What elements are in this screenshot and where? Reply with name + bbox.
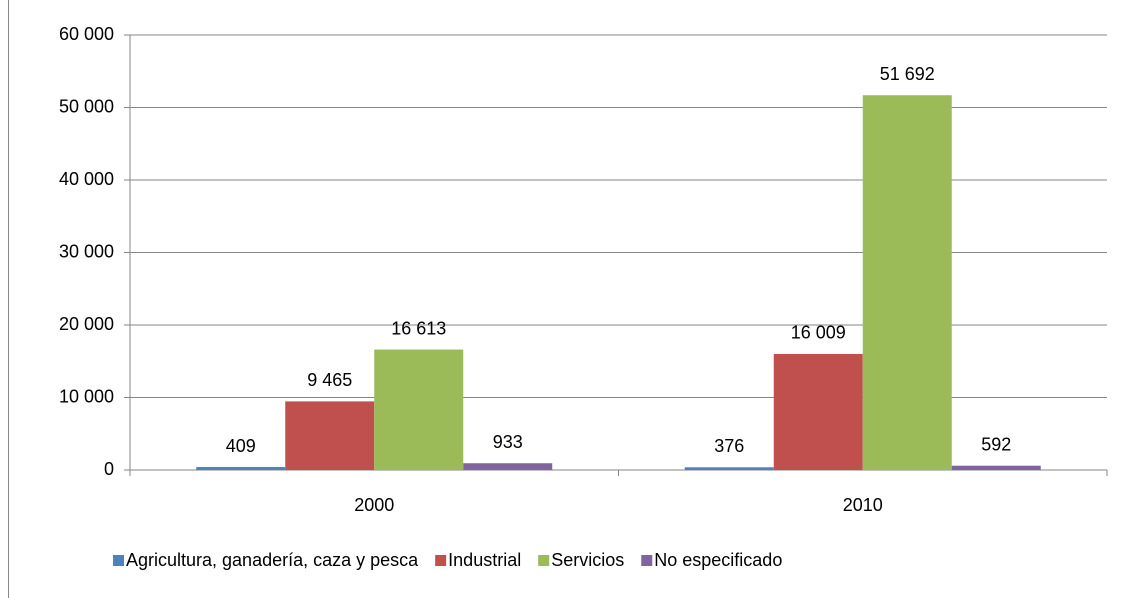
legend-label: Servicios <box>551 550 624 570</box>
chart-frame <box>8 0 9 598</box>
bar <box>285 401 375 470</box>
bar <box>374 349 464 470</box>
legend-swatch <box>538 555 550 566</box>
legend-swatch <box>435 555 447 566</box>
bar <box>773 353 863 470</box>
legend-label: Industrial <box>448 550 521 570</box>
bar <box>196 467 286 470</box>
value-label: 592 <box>981 434 1011 454</box>
legend-swatch <box>113 555 124 566</box>
value-label: 9 465 <box>307 370 352 390</box>
x-tick-label: 2000 <box>354 495 394 515</box>
legend-label: Agricultura, ganadería, caza y pesca <box>126 550 419 570</box>
value-label: 376 <box>714 436 744 456</box>
legend-label: No especificado <box>654 550 782 570</box>
y-tick-label: 40 000 <box>59 169 114 189</box>
y-tick-label: 30 000 <box>59 241 114 261</box>
y-tick-label: 0 <box>104 459 114 479</box>
bar <box>684 467 774 470</box>
bar <box>463 463 553 470</box>
value-label: 16 613 <box>391 318 446 338</box>
y-tick-label: 60 000 <box>59 24 114 44</box>
bar <box>862 95 952 470</box>
value-label: 16 009 <box>791 323 846 343</box>
legend-swatch <box>641 555 653 566</box>
bar <box>951 465 1041 470</box>
value-label: 409 <box>226 436 256 456</box>
y-tick-label: 50 000 <box>59 96 114 116</box>
y-tick-label: 20 000 <box>59 314 114 334</box>
value-label: 51 692 <box>880 64 935 84</box>
x-tick-label: 2010 <box>843 495 883 515</box>
value-label: 933 <box>493 432 523 452</box>
y-tick-label: 10 000 <box>59 386 114 406</box>
